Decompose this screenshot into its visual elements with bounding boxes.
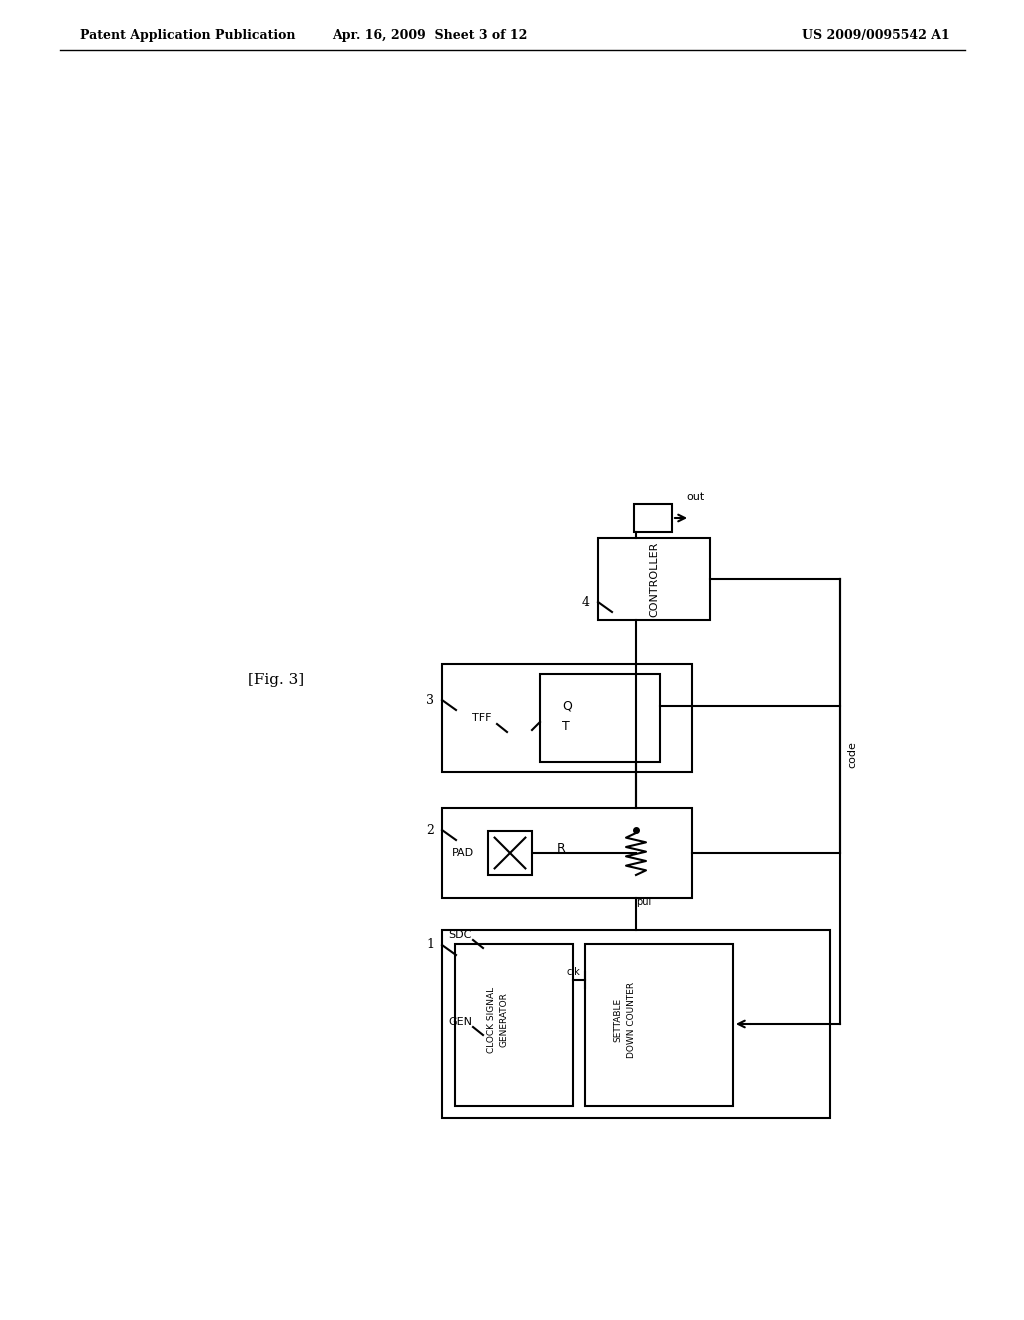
Text: DOWN COUNTER: DOWN COUNTER: [627, 982, 636, 1059]
Text: GEN: GEN: [449, 1016, 472, 1027]
Text: GENERATOR: GENERATOR: [500, 993, 509, 1048]
Bar: [540, 675, 660, 762]
Bar: [442, 664, 692, 772]
Bar: [442, 808, 692, 898]
Text: CLOCK SIGNAL: CLOCK SIGNAL: [486, 987, 496, 1053]
Text: Patent Application Publication: Patent Application Publication: [80, 29, 296, 41]
Text: TFF: TFF: [472, 713, 492, 723]
Bar: [585, 944, 733, 1106]
Text: PAD: PAD: [452, 847, 474, 858]
Text: T: T: [562, 721, 569, 734]
Text: out: out: [686, 492, 705, 502]
Bar: [634, 504, 672, 532]
Text: Apr. 16, 2009  Sheet 3 of 12: Apr. 16, 2009 Sheet 3 of 12: [333, 29, 527, 41]
Text: SETTABLE: SETTABLE: [613, 998, 623, 1041]
Bar: [455, 944, 573, 1106]
Text: pul: pul: [636, 898, 651, 907]
Text: 3: 3: [426, 693, 434, 706]
Text: clk: clk: [566, 968, 580, 977]
Text: 4: 4: [582, 595, 590, 609]
Text: US 2009/0095542 A1: US 2009/0095542 A1: [802, 29, 950, 41]
Text: SDC: SDC: [449, 931, 472, 940]
Text: 1: 1: [426, 939, 434, 952]
Bar: [488, 832, 532, 875]
Text: [Fig. 3]: [Fig. 3]: [248, 673, 304, 686]
Text: R: R: [557, 842, 566, 854]
Bar: [598, 539, 710, 620]
Bar: [442, 931, 830, 1118]
Text: CONTROLLER: CONTROLLER: [649, 541, 659, 616]
Text: Q: Q: [562, 700, 571, 713]
Text: 2: 2: [426, 824, 434, 837]
Text: code: code: [847, 742, 857, 768]
